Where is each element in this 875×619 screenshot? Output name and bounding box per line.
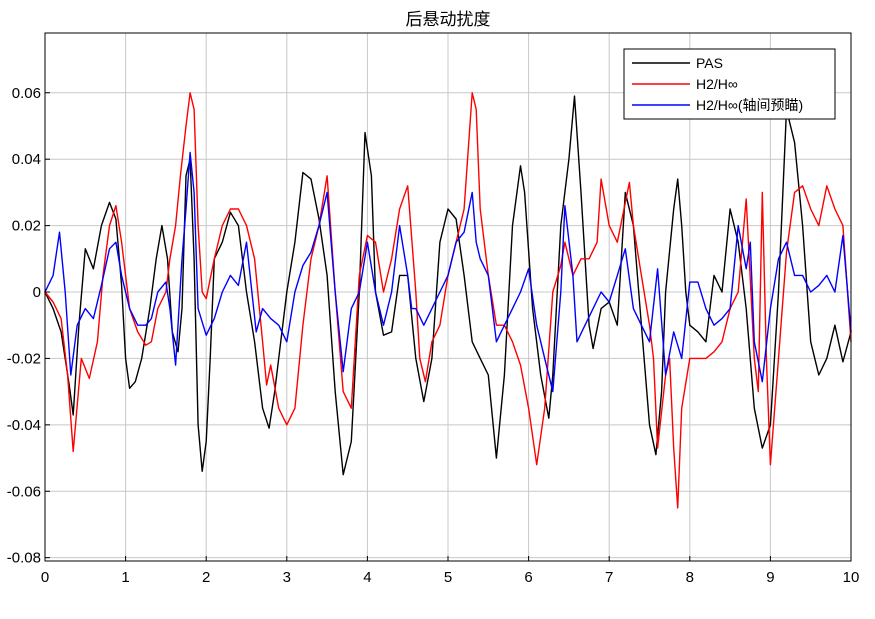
x-tick-label: 0 [41, 569, 49, 586]
x-tick-label: 4 [363, 569, 371, 586]
x-tick-label: 2 [202, 569, 210, 586]
legend: PAS H2/H∞ H2/H∞(轴间预瞄) [623, 48, 836, 120]
x-tick-label: 9 [766, 569, 774, 586]
y-tick-label: 0.06 [12, 85, 41, 102]
x-tick-label: 3 [283, 569, 291, 586]
legend-label: H2/H∞ [696, 76, 738, 92]
chart-title: 后悬动扰度 [406, 10, 491, 30]
legend-label: H2/H∞(轴间预瞄) [696, 97, 803, 113]
x-tick-label: 1 [121, 569, 129, 586]
legend-label: PAS [696, 55, 723, 71]
series-line-1 [44, 95, 852, 476]
y-tick-label: -0.02 [7, 350, 41, 367]
y-tick-label: -0.04 [7, 417, 41, 434]
x-tick-label: 10 [843, 569, 860, 586]
x-tick-label: 7 [605, 569, 613, 586]
x-tick-label: 8 [686, 569, 694, 586]
x-tick-label: 5 [444, 569, 452, 586]
axis-ticks: 0 1 2 3 4 5 6 7 8 9 10 -0.08 -0.06 -0.04 -0.02 0 0.02 0.0… [7, 85, 860, 586]
series-line-3 [44, 151, 852, 393]
series-line-2 [44, 92, 852, 509]
y-tick-label: -0.06 [7, 483, 41, 500]
y-tick-label: 0 [33, 284, 41, 301]
series-layer [44, 92, 852, 509]
y-tick-label: 0.04 [12, 151, 41, 168]
y-tick-label: 0.02 [12, 218, 41, 235]
y-tick-label: -0.08 [7, 550, 41, 567]
x-tick-label: 6 [524, 569, 532, 586]
